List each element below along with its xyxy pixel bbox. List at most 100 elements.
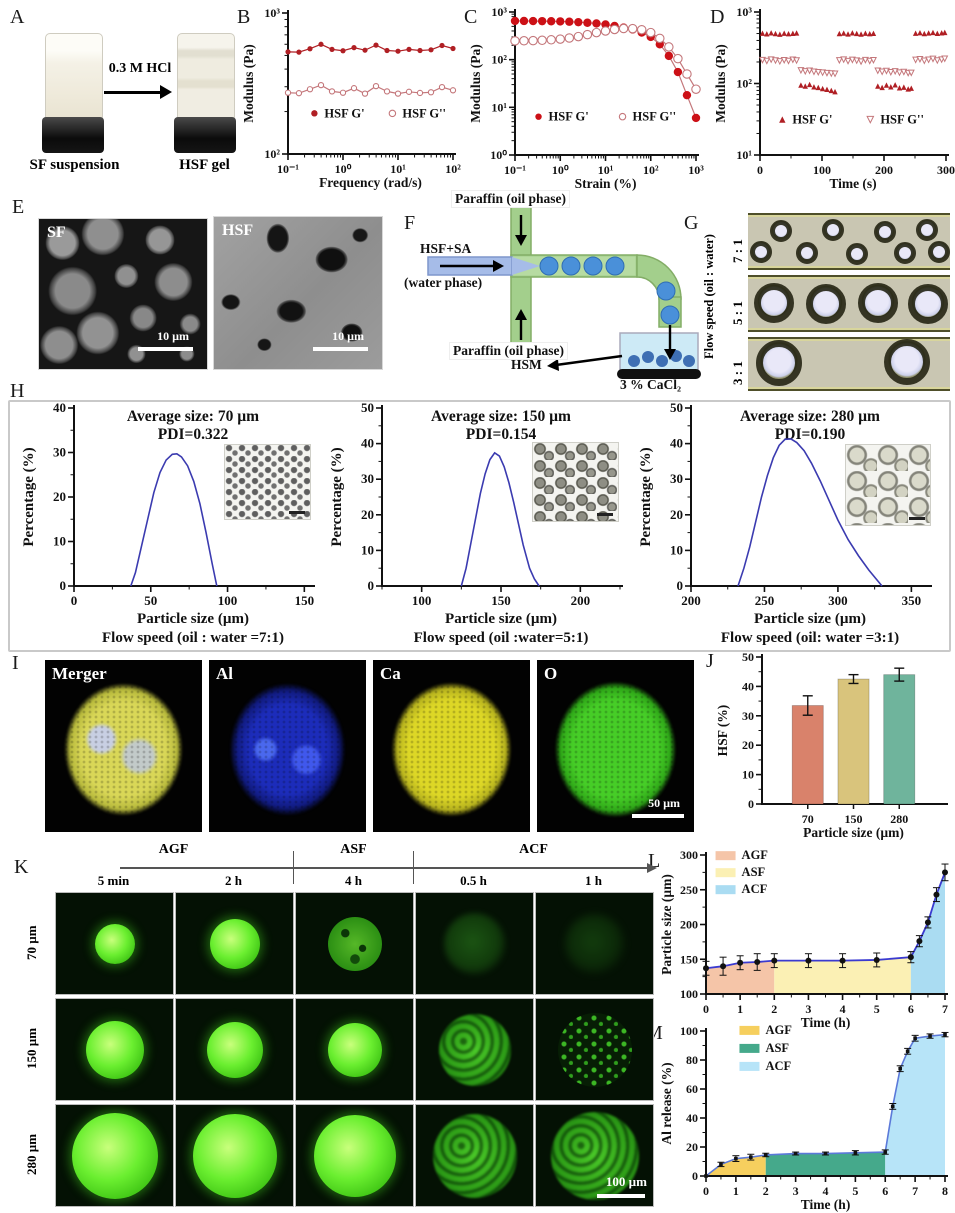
- svg-text:3: 3: [793, 1184, 799, 1198]
- svg-text:7: 7: [912, 1184, 918, 1198]
- fluorescence-cell: [295, 892, 414, 995]
- svg-text:150: 150: [680, 952, 698, 966]
- panel-letter-d: D: [710, 6, 725, 28]
- fluorescence-cell: [55, 998, 174, 1101]
- svg-text:7: 7: [942, 1002, 948, 1016]
- panel-g-droplet-images: Flow speed (oil : water) 7 : 1 5 : 1 3 :…: [700, 193, 955, 391]
- svg-text:HSF G'': HSF G'': [880, 113, 924, 127]
- fluorescence-cell: [55, 892, 174, 995]
- hsf-gel-caption: HSF gel: [179, 157, 230, 173]
- microfluidic-schematic: [427, 206, 701, 379]
- svg-text:200: 200: [680, 918, 698, 932]
- scale-bar: [138, 347, 193, 351]
- panel-letter-h: H: [10, 380, 25, 402]
- scale-bar-label: 100 µm: [605, 1174, 647, 1189]
- svg-text:40: 40: [53, 400, 66, 415]
- fluorescence-cell: [175, 892, 294, 995]
- svg-text:8: 8: [942, 1184, 948, 1198]
- chart-time-sweep: 0 100 200 300 10¹ 10² 10³ Time (s) Modulus (Pa) H…: [713, 5, 955, 191]
- fluorescence-cell: [295, 1104, 414, 1207]
- droplet: [770, 220, 792, 242]
- svg-text:2: 2: [763, 1184, 769, 1198]
- svg-text:2: 2: [771, 1002, 777, 1016]
- water-phase-label-2: (water phase): [404, 275, 483, 290]
- svg-text:100: 100: [813, 163, 831, 177]
- svg-text:0: 0: [60, 578, 67, 593]
- microsphere: [557, 1012, 632, 1087]
- svg-text:HSF G'': HSF G'': [633, 110, 677, 124]
- svg-text:HSF G'': HSF G'': [402, 106, 446, 120]
- microsphere: [327, 1022, 382, 1077]
- svg-text:6: 6: [882, 1184, 888, 1198]
- scale-bar: [632, 814, 684, 818]
- microsphere: [206, 1021, 263, 1078]
- droplet: [894, 242, 916, 264]
- svg-text:PDI=0.154: PDI=0.154: [466, 426, 537, 443]
- svg-text:Average size: 280 µm: Average size: 280 µm: [740, 408, 880, 425]
- svg-text:10²: 10²: [491, 53, 507, 67]
- droplet: [756, 340, 802, 386]
- svg-text:20: 20: [742, 738, 754, 752]
- scale-bar-label: 10 µm: [332, 329, 364, 343]
- fluorescence-cell: [415, 998, 534, 1101]
- k-group-label-asf: ASF: [340, 842, 367, 857]
- size-dist-group-70um: 0 50 100 150 0 10 20 30 40 Particle size (µm) Flow…: [20, 400, 320, 648]
- ratio-label-5-1: 5 : 1: [730, 301, 745, 325]
- panel-letter-i: I: [12, 652, 19, 674]
- svg-text:Particle size (µm): Particle size (µm): [754, 611, 866, 627]
- scale-bar-label: 50 µm: [648, 796, 680, 810]
- svg-text:10²: 10²: [643, 163, 659, 177]
- panel-e-sem-images: SF 10 µm HSF 10 µm: [8, 193, 408, 385]
- svg-text:HSF G': HSF G': [549, 110, 589, 124]
- panel-f-microfluidic-diagram: Paraffin (oil phase) Paraffin (oil phase…: [404, 191, 701, 393]
- svg-text:Strain (%): Strain (%): [575, 176, 637, 191]
- svg-text:ASF: ASF: [765, 1041, 789, 1055]
- droplet: [754, 283, 794, 323]
- svg-text:150: 150: [845, 812, 863, 826]
- svg-text:200: 200: [875, 163, 893, 177]
- svg-text:10⁰: 10⁰: [335, 162, 352, 176]
- svg-text:30: 30: [53, 445, 66, 460]
- svg-text:Modulus (Pa): Modulus (Pa): [468, 44, 483, 122]
- k-group-divider: [413, 851, 415, 884]
- svg-text:10³: 10³: [688, 163, 704, 177]
- chart-particle-size-vs-time: 0 1 2 3 4 5 6 7 100 150 200 250 300 Time (h) Particle …: [659, 848, 949, 1030]
- droplet-strip-5-1: [748, 275, 950, 332]
- k-time-label: 0.5 h: [460, 873, 487, 888]
- svg-text:10⁻¹: 10⁻¹: [277, 162, 299, 176]
- eds-map-o: O 50 µm: [537, 660, 694, 832]
- bath-base: [617, 369, 701, 379]
- svg-text:Particle size (µm): Particle size (µm): [137, 611, 249, 627]
- microsphere: [209, 918, 260, 969]
- water-phase-label-1: HSF+SA: [420, 241, 472, 256]
- fluorescence-cell: [535, 892, 654, 995]
- eds-map-al: Al: [209, 660, 366, 832]
- svg-text:10³: 10³: [264, 6, 280, 20]
- svg-text:40: 40: [361, 436, 374, 451]
- microsphere: [550, 1111, 639, 1200]
- k-row-label: 150 µm: [24, 1027, 39, 1070]
- droplet: [908, 284, 948, 324]
- svg-text:30: 30: [742, 709, 754, 723]
- panel-k-fluorescence-grid: AGF ASF ACF 5 min 2 h 4 h 0.5 h 1 h 70 µm 150 µm 2…: [8, 842, 660, 1213]
- droplet: [822, 219, 844, 241]
- svg-text:HSF G': HSF G': [324, 106, 364, 120]
- svg-text:20: 20: [686, 1140, 698, 1154]
- svg-text:5: 5: [852, 1184, 858, 1198]
- panel-a-gelation-photos: 0.3 M HCl SF suspension HSF gel: [5, 5, 237, 191]
- fluorescence-cell: [535, 998, 654, 1101]
- sf-suspension-caption: SF suspension: [29, 157, 120, 173]
- svg-text:10²: 10²: [736, 77, 752, 91]
- svg-text:250: 250: [755, 593, 775, 608]
- oil-phase-top-label: Paraffin (oil phase): [452, 191, 569, 207]
- panel-letter-b: B: [237, 6, 251, 28]
- svg-text:50: 50: [361, 400, 374, 415]
- svg-text:50: 50: [670, 400, 683, 415]
- svg-text:0: 0: [757, 163, 763, 177]
- chart-frequency-sweep: 10⁻¹ 10⁰ 10¹ 10² 10² 10³ Frequency (rad/s) Modu…: [241, 6, 461, 190]
- svg-text:Particle size (µm): Particle size (µm): [659, 874, 674, 975]
- svg-text:10²: 10²: [445, 162, 461, 176]
- svg-text:20: 20: [361, 507, 374, 522]
